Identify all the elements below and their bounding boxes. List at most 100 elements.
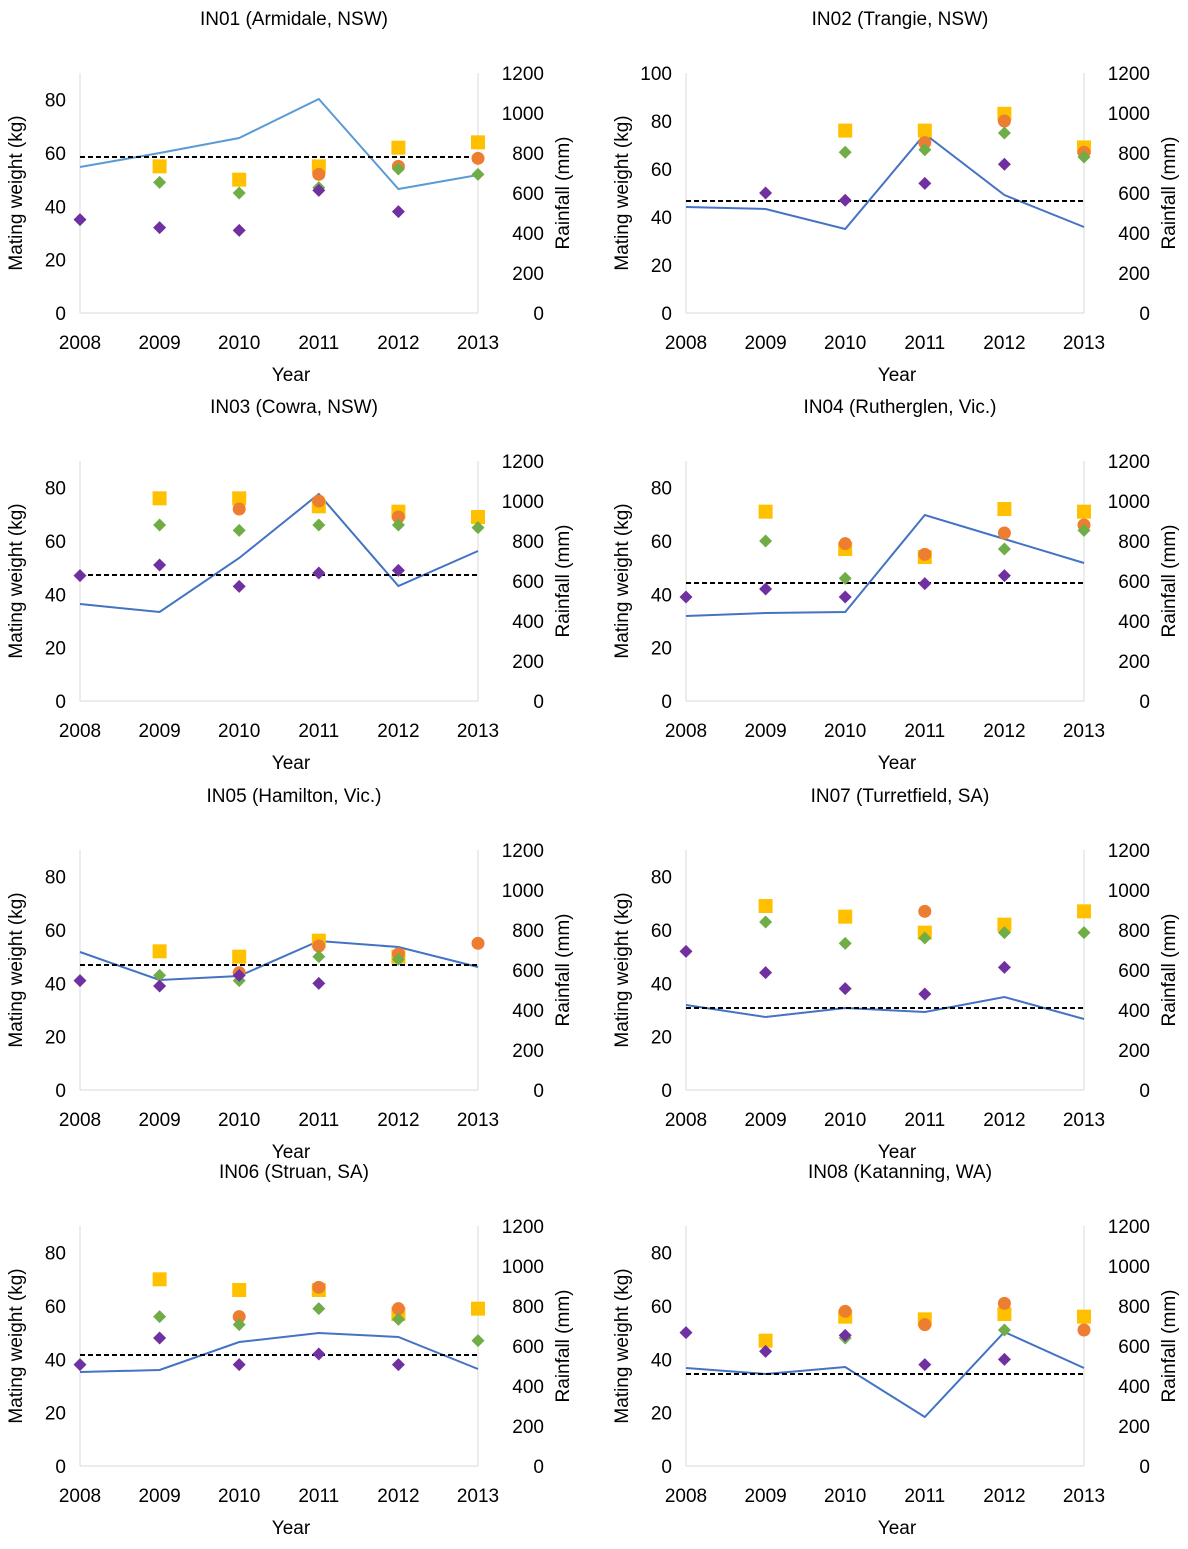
data-point-diamond bbox=[838, 982, 852, 996]
x-tick-label: 2013 bbox=[1063, 1110, 1105, 1131]
y2-tick-label: 0 bbox=[533, 304, 544, 325]
chart-panel-4: IN05 (Hamilton, Vic.)0204060800200400600… bbox=[6, 786, 574, 1163]
y-tick-label: 60 bbox=[45, 1297, 66, 1318]
y2-tick-label: 1000 bbox=[502, 492, 544, 513]
y-tick-label: 60 bbox=[651, 160, 672, 181]
y2-tick-label: 800 bbox=[512, 921, 544, 942]
y2-tick-label: 1200 bbox=[1108, 64, 1150, 85]
y2-tick-label: 1000 bbox=[1108, 881, 1150, 902]
x-tick-label: 2012 bbox=[983, 721, 1025, 742]
y-tick-label: 0 bbox=[661, 692, 672, 713]
y2-tick-label: 1200 bbox=[1108, 452, 1150, 473]
chart-panel-5: IN07 (Turretfield, SA)020406080020040060… bbox=[612, 786, 1180, 1163]
x-axis-label: Year bbox=[878, 1142, 917, 1163]
y-tick-label: 60 bbox=[45, 921, 66, 942]
data-point-diamond bbox=[232, 579, 246, 593]
y-tick-label: 0 bbox=[661, 1457, 672, 1478]
y2-tick-label: 200 bbox=[512, 1041, 544, 1062]
x-tick-label: 2009 bbox=[744, 721, 786, 742]
y-tick-label: 0 bbox=[55, 1081, 66, 1102]
data-point-diamond bbox=[997, 1352, 1011, 1366]
y-tick-label: 80 bbox=[651, 868, 672, 889]
data-point-diamond bbox=[997, 157, 1011, 171]
y2-axis-label: Rainfall (mm) bbox=[553, 525, 574, 638]
y2-tick-label: 400 bbox=[1118, 612, 1150, 633]
chart-panel-2: IN03 (Cowra, NSW)02040608002004006008001… bbox=[6, 397, 574, 774]
x-tick-label: 2011 bbox=[298, 333, 339, 354]
y-tick-label: 0 bbox=[661, 1081, 672, 1102]
x-tick-label: 2008 bbox=[665, 333, 707, 354]
chart-title: IN06 (Struan, SA) bbox=[219, 1162, 369, 1183]
x-tick-label: 2008 bbox=[59, 1486, 101, 1507]
y2-tick-label: 600 bbox=[1118, 572, 1150, 593]
y-tick-label: 40 bbox=[651, 974, 672, 995]
data-point-diamond bbox=[232, 186, 246, 200]
y-axis-label: Mating weight (kg) bbox=[612, 115, 633, 270]
x-tick-label: 2012 bbox=[377, 333, 419, 354]
y2-tick-label: 1000 bbox=[502, 881, 544, 902]
data-point-diamond bbox=[153, 979, 167, 993]
x-tick-label: 2013 bbox=[457, 721, 499, 742]
y2-axis-label: Rainfall (mm) bbox=[1159, 914, 1180, 1027]
y2-tick-label: 600 bbox=[512, 572, 544, 593]
rainfall-line bbox=[79, 1331, 479, 1373]
chart-title: IN04 (Rutherglen, Vic.) bbox=[804, 397, 997, 418]
data-point-diamond bbox=[73, 1358, 87, 1372]
y2-axis-label: Rainfall (mm) bbox=[553, 137, 574, 250]
data-point-diamond bbox=[838, 590, 852, 604]
chart-panel-0: IN01 (Armidale, NSW)02040608002004006008… bbox=[6, 9, 574, 386]
chart-title: IN03 (Cowra, NSW) bbox=[210, 397, 378, 418]
data-point-diamond bbox=[1077, 150, 1091, 164]
data-point-diamond bbox=[232, 1358, 246, 1372]
data-point-circle bbox=[391, 510, 405, 524]
x-tick-label: 2009 bbox=[744, 333, 786, 354]
data-point-diamond bbox=[153, 968, 167, 982]
x-tick-label: 2012 bbox=[377, 1486, 419, 1507]
x-tick-label: 2008 bbox=[59, 1110, 101, 1131]
x-tick-label: 2011 bbox=[904, 1486, 945, 1507]
y2-tick-label: 800 bbox=[512, 1297, 544, 1318]
data-point-square bbox=[471, 135, 485, 150]
data-point-diamond bbox=[759, 186, 773, 200]
data-point-diamond bbox=[997, 960, 1011, 974]
x-tick-label: 2009 bbox=[744, 1486, 786, 1507]
data-point-square bbox=[838, 909, 853, 924]
data-point-diamond bbox=[312, 183, 326, 197]
data-point-square bbox=[232, 172, 247, 187]
data-point-circle bbox=[312, 494, 326, 508]
y-tick-label: 20 bbox=[651, 1404, 672, 1425]
chart-title: IN02 (Trangie, NSW) bbox=[812, 9, 989, 30]
data-point-diamond bbox=[153, 518, 167, 532]
y-axis-label: Mating weight (kg) bbox=[6, 1268, 27, 1423]
data-point-diamond bbox=[1077, 926, 1091, 940]
data-point-diamond bbox=[918, 176, 932, 190]
y2-tick-label: 200 bbox=[1118, 1417, 1150, 1438]
data-point-circle bbox=[838, 537, 852, 551]
data-point-diamond bbox=[391, 1358, 405, 1372]
x-tick-label: 2013 bbox=[1063, 333, 1105, 354]
data-point-square bbox=[997, 502, 1012, 516]
data-point-circle bbox=[918, 547, 932, 561]
x-tick-label: 2011 bbox=[298, 1110, 339, 1131]
y2-tick-label: 1200 bbox=[502, 841, 544, 862]
data-point-square bbox=[471, 1301, 485, 1316]
data-point-diamond bbox=[153, 1310, 167, 1324]
data-point-diamond bbox=[918, 987, 932, 1001]
y-tick-label: 20 bbox=[651, 639, 672, 660]
x-tick-label: 2008 bbox=[665, 1486, 707, 1507]
y2-tick-label: 1200 bbox=[502, 1217, 544, 1238]
data-point-diamond bbox=[759, 582, 773, 596]
data-point-diamond bbox=[312, 1302, 326, 1316]
y-tick-label: 40 bbox=[651, 1350, 672, 1371]
rainfall-line bbox=[79, 97, 479, 191]
x-tick-label: 2013 bbox=[457, 1486, 499, 1507]
chart-title: IN08 (Katanning, WA) bbox=[808, 1162, 992, 1183]
y2-tick-label: 1000 bbox=[1108, 104, 1150, 125]
data-point-diamond bbox=[838, 1328, 852, 1342]
rainfall-line bbox=[685, 132, 1085, 231]
y-tick-label: 40 bbox=[45, 1350, 66, 1371]
data-point-diamond bbox=[997, 542, 1011, 556]
rainfall-line bbox=[685, 995, 1085, 1020]
data-point-diamond bbox=[997, 1323, 1011, 1337]
data-point-square bbox=[1077, 1309, 1091, 1324]
